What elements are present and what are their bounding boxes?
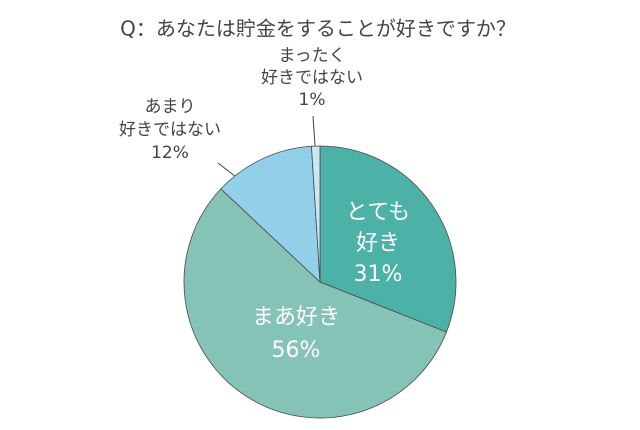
slice-label: 好きではない	[119, 120, 221, 140]
value-label: 12%	[151, 143, 189, 163]
slice-label: 好き	[356, 231, 400, 256]
chart-title: Q：あなたは貯金をすることが好きですか？	[120, 17, 516, 41]
slice-label: 好きではない	[261, 68, 363, 88]
pie-slice	[220, 145, 321, 283]
slice-label: あまり	[145, 97, 196, 117]
value-label: 31%	[354, 262, 403, 287]
value-label: 1%	[299, 90, 326, 110]
pie-slice	[319, 145, 457, 333]
slice-label: とても	[346, 200, 410, 225]
pie-slice	[311, 145, 321, 283]
pie-slice	[183, 188, 447, 419]
slice-label: まったく	[278, 46, 345, 66]
slice-label: まあ好き	[252, 305, 340, 330]
value-label: 56%	[272, 338, 321, 363]
